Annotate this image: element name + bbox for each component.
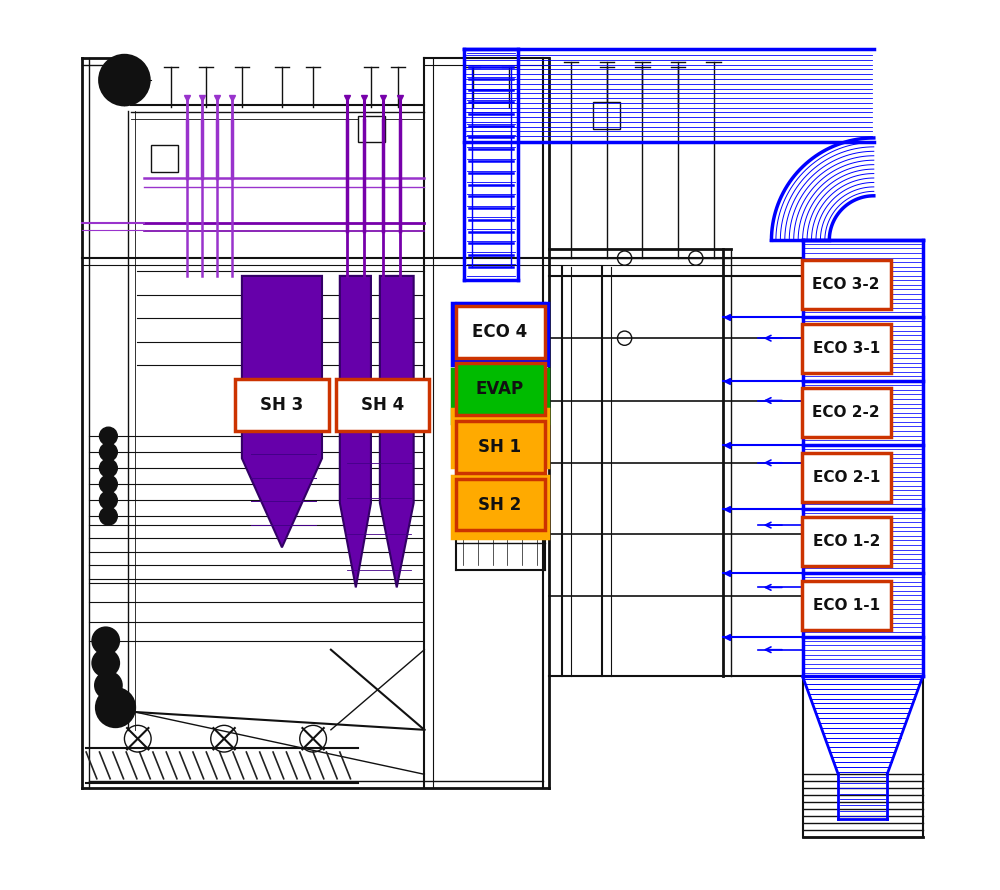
Bar: [802, 516, 891, 566]
Polygon shape: [242, 276, 322, 547]
Circle shape: [92, 627, 119, 654]
Bar: [802, 325, 891, 374]
Circle shape: [100, 443, 117, 461]
Polygon shape: [340, 276, 371, 587]
Circle shape: [92, 650, 119, 676]
Circle shape: [99, 656, 113, 670]
Text: ECO 2-2: ECO 2-2: [812, 406, 880, 420]
Text: EVAP: EVAP: [476, 380, 524, 398]
Bar: [456, 363, 545, 415]
Bar: [802, 260, 891, 310]
Bar: [456, 479, 545, 530]
Bar: [802, 581, 891, 630]
Text: ECO 4: ECO 4: [472, 323, 528, 341]
Bar: [593, 102, 620, 129]
Circle shape: [100, 459, 117, 477]
Bar: [336, 379, 429, 431]
Text: SH 1: SH 1: [478, 438, 522, 456]
Bar: [456, 306, 545, 358]
Text: SH 2: SH 2: [478, 496, 522, 514]
Bar: [151, 145, 178, 172]
Circle shape: [100, 491, 117, 509]
Circle shape: [95, 672, 122, 699]
Bar: [456, 421, 545, 473]
Text: ECO 3-2: ECO 3-2: [812, 278, 880, 292]
Circle shape: [100, 507, 117, 525]
Text: ECO 3-1: ECO 3-1: [813, 342, 880, 356]
Polygon shape: [380, 276, 414, 587]
Bar: [452, 303, 548, 365]
Bar: [452, 369, 548, 423]
Circle shape: [100, 427, 117, 445]
Bar: [452, 409, 548, 467]
Text: ECO 1-2: ECO 1-2: [813, 534, 880, 548]
Circle shape: [96, 688, 135, 727]
Circle shape: [107, 62, 142, 98]
Circle shape: [100, 475, 117, 493]
Bar: [452, 476, 548, 538]
Circle shape: [99, 634, 113, 648]
Circle shape: [100, 55, 149, 105]
Bar: [235, 379, 329, 431]
Bar: [802, 388, 891, 438]
Text: ECO 2-1: ECO 2-1: [813, 470, 880, 484]
Circle shape: [101, 678, 116, 692]
Text: SH 3: SH 3: [260, 396, 304, 414]
Text: ECO 1-1: ECO 1-1: [813, 598, 880, 612]
Bar: [802, 453, 891, 502]
Bar: [358, 116, 385, 142]
Text: SH 4: SH 4: [361, 396, 404, 414]
Bar: [805, 243, 920, 674]
